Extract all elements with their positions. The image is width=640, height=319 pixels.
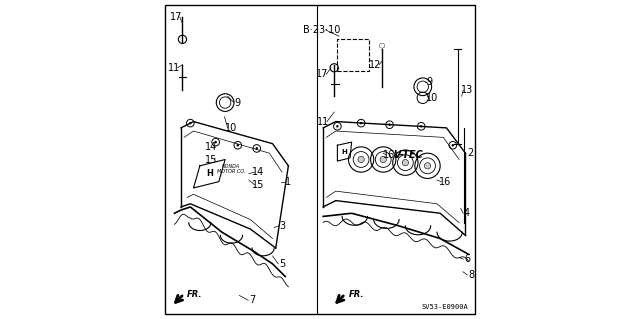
Text: 17: 17 [316,69,329,79]
Text: 11: 11 [168,63,180,73]
Circle shape [214,141,217,143]
Circle shape [380,156,387,163]
Circle shape [452,144,454,146]
Text: 12: 12 [369,60,381,70]
FancyBboxPatch shape [165,4,475,315]
Text: 17: 17 [170,12,182,22]
Text: 4: 4 [464,208,470,218]
Circle shape [189,122,191,124]
Circle shape [388,123,391,126]
Text: 13: 13 [461,85,473,95]
Text: FR.: FR. [348,290,364,299]
Text: H: H [342,149,348,155]
Circle shape [358,156,364,163]
Text: 2: 2 [467,148,474,158]
Text: 10: 10 [426,93,438,103]
Text: B·23·10: B·23·10 [303,25,340,35]
Text: 15: 15 [252,180,264,190]
Circle shape [402,160,408,166]
Text: 6: 6 [464,254,470,264]
Text: 3: 3 [279,221,285,231]
Circle shape [336,125,339,128]
Text: 11: 11 [317,116,330,127]
Text: V-TEC: V-TEC [394,150,424,160]
Text: 8: 8 [468,270,474,280]
Text: 16: 16 [383,150,396,160]
Circle shape [360,122,362,124]
Text: SV53-E0900A: SV53-E0900A [422,304,468,310]
Text: 9: 9 [235,98,241,108]
Circle shape [420,125,422,128]
Text: FR.: FR. [187,290,203,299]
Text: HONDA
MOTOR CO.: HONDA MOTOR CO. [217,164,246,174]
Text: 5: 5 [279,259,285,269]
Text: 14: 14 [205,142,217,152]
Text: 9: 9 [426,77,432,87]
Text: 1: 1 [285,177,291,187]
Text: 10: 10 [225,123,237,133]
Circle shape [237,144,239,146]
Circle shape [424,163,431,169]
Text: 16: 16 [439,177,451,187]
Text: 7: 7 [249,295,255,305]
Text: 14: 14 [252,167,264,177]
Text: ⬡: ⬡ [379,43,385,49]
Circle shape [255,147,258,150]
Text: 15: 15 [205,154,217,165]
Text: H: H [206,169,212,178]
